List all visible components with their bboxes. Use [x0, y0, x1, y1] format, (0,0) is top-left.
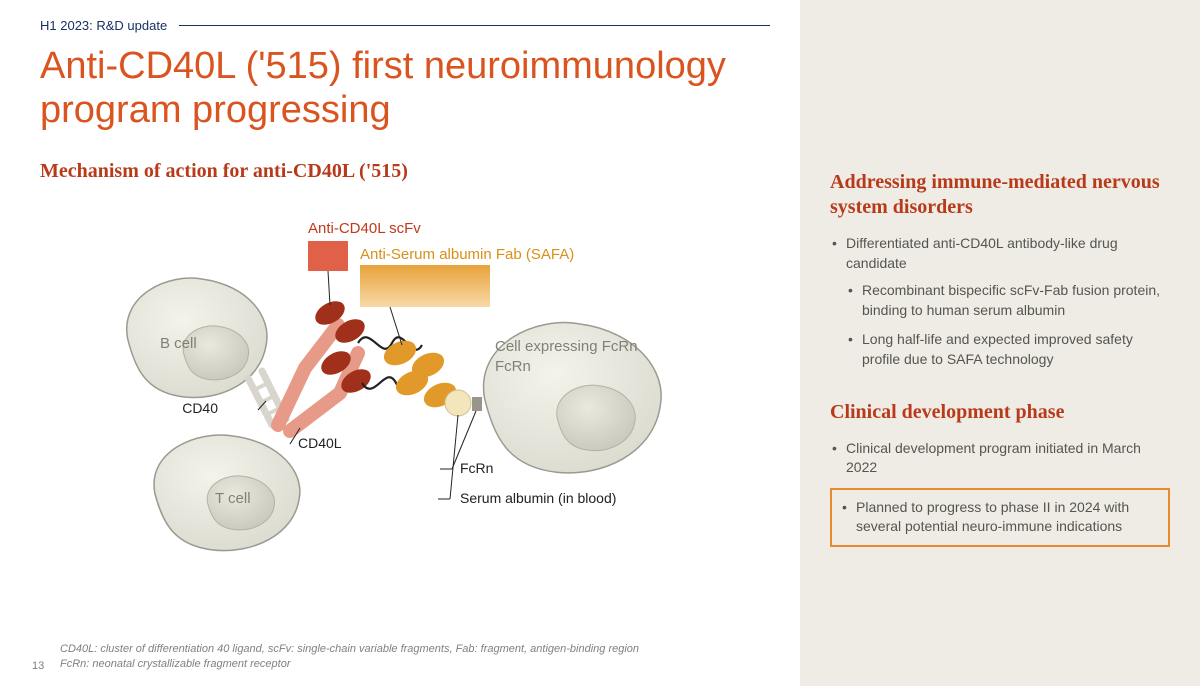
diagram-svg: B cell T cell Cell expressing FcRn FcRn CD40… — [40, 203, 760, 563]
svg-text:FcRn: FcRn — [495, 358, 531, 375]
svg-text:FcRn: FcRn — [460, 460, 493, 476]
sidebar-section-1: Addressing immune-mediated nervous syste… — [830, 170, 1170, 370]
main-panel: H1 2023: R&D update Anti-CD40L ('515) fi… — [0, 0, 800, 686]
svg-text:Anti-CD40L scFv: Anti-CD40L scFv — [308, 220, 421, 237]
svg-text:CD40L: CD40L — [298, 435, 342, 451]
svg-text:T cell: T cell — [215, 490, 251, 507]
svg-text:Serum albumin (in blood): Serum albumin (in blood) — [460, 490, 616, 506]
svg-text:CD40: CD40 — [182, 400, 218, 416]
kicker-rule — [179, 25, 770, 26]
sidebar-panel: Addressing immune-mediated nervous syste… — [800, 0, 1200, 686]
list-item-text: Differentiated anti-CD40L antibody-like … — [846, 235, 1118, 271]
svg-text:Cell expressing FcRn: Cell expressing FcRn — [495, 338, 638, 355]
sidebar-section-2: Clinical development phase Clinical deve… — [830, 400, 1170, 547]
kicker-row: H1 2023: R&D update — [40, 18, 770, 33]
highlight-box: Planned to progress to phase II in 2024 … — [830, 488, 1170, 547]
list-item: Differentiated anti-CD40L antibody-like … — [830, 234, 1170, 370]
sidebar-heading-2: Clinical development phase — [830, 400, 1170, 425]
list-item: Recombinant bispecific scFv-Fab fusion p… — [846, 281, 1170, 320]
list-item: Long half-life and expected improved saf… — [846, 330, 1170, 369]
mechanism-diagram: B cell T cell Cell expressing FcRn FcRn CD40… — [40, 203, 760, 563]
sidebar-sublist: Recombinant bispecific scFv-Fab fusion p… — [846, 281, 1170, 369]
page-title: Anti-CD40L ('515) first neuroimmunology … — [40, 45, 760, 132]
kicker-text: H1 2023: R&D update — [40, 18, 167, 33]
page-number: 13 — [32, 660, 44, 672]
highlight-list: Planned to progress to phase II in 2024 … — [840, 498, 1160, 537]
slide: H1 2023: R&D update Anti-CD40L ('515) fi… — [0, 0, 1200, 686]
footnote-1: CD40L: cluster of differentiation 40 lig… — [60, 642, 639, 657]
sidebar-heading-1: Addressing immune-mediated nervous syste… — [830, 170, 1170, 220]
diagram-subtitle: Mechanism of action for anti-CD40L ('515… — [40, 160, 770, 183]
svg-text:B cell: B cell — [160, 335, 197, 352]
sidebar-list-2: Clinical development program initiated i… — [830, 439, 1170, 478]
footnote-2: FcRn: neonatal crystallizable fragment r… — [60, 657, 639, 672]
list-item: Clinical development program initiated i… — [830, 439, 1170, 478]
list-item: Planned to progress to phase II in 2024 … — [840, 498, 1160, 537]
sidebar-list-1: Differentiated anti-CD40L antibody-like … — [830, 234, 1170, 370]
svg-text:Anti-Serum albumin Fab (SAFA): Anti-Serum albumin Fab (SAFA) — [360, 246, 574, 263]
footnotes: CD40L: cluster of differentiation 40 lig… — [60, 642, 639, 672]
